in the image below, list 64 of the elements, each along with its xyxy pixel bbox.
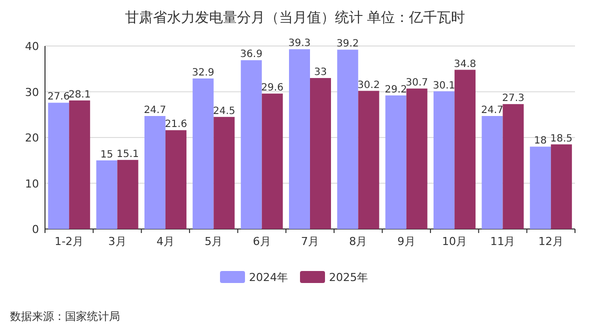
data-label: 27.6 xyxy=(47,92,70,103)
bar xyxy=(310,78,331,229)
x-tick-label: 12月 xyxy=(538,235,564,248)
data-label: 29.6 xyxy=(261,82,284,94)
source-note: 数据来源：国家统计局 xyxy=(10,310,120,323)
data-label: 30.1 xyxy=(432,80,456,92)
bar xyxy=(434,91,455,229)
x-tick-label: 1-2月 xyxy=(54,235,84,248)
x-tick-label: 3月 xyxy=(108,235,126,248)
x-tick-label: 11月 xyxy=(490,235,516,248)
data-label: 24.5 xyxy=(213,106,236,117)
data-label: 30.2 xyxy=(358,80,380,91)
bar xyxy=(385,95,406,229)
bar xyxy=(454,70,476,229)
x-tick-label: 5月 xyxy=(204,235,223,248)
data-label: 29.2 xyxy=(384,84,407,96)
data-label: 27.3 xyxy=(502,93,524,104)
data-label: 39.2 xyxy=(336,38,359,50)
data-label: 28.1 xyxy=(68,89,91,100)
bar xyxy=(240,60,262,229)
bar xyxy=(69,100,90,229)
bar xyxy=(214,116,235,229)
x-tick-label: 7月 xyxy=(301,235,319,248)
y-tick-label: 20 xyxy=(25,132,39,144)
bar xyxy=(406,88,428,229)
legend-label: 2025年 xyxy=(329,271,368,284)
data-label: 15.1 xyxy=(116,148,139,160)
bar xyxy=(192,78,214,229)
data-label: 24.7 xyxy=(144,104,166,116)
legend-label: 2024年 xyxy=(249,271,288,284)
bar xyxy=(337,50,358,229)
y-tick-label: 30 xyxy=(25,86,39,99)
bar xyxy=(165,130,186,229)
data-label: 33 xyxy=(314,67,327,78)
y-tick-label: 10 xyxy=(25,177,39,190)
bar xyxy=(482,116,503,229)
y-tick-label: 40 xyxy=(25,40,39,53)
bar xyxy=(96,160,118,229)
bar xyxy=(262,94,283,229)
bar xyxy=(502,104,524,229)
data-label: 21.6 xyxy=(164,119,188,130)
x-tick-label: 10月 xyxy=(442,235,468,248)
data-label: 15 xyxy=(100,149,114,160)
data-label: 18.5 xyxy=(550,133,573,144)
bar xyxy=(358,90,380,229)
data-label: 36.9 xyxy=(240,49,262,60)
bar xyxy=(289,49,310,229)
bar xyxy=(48,102,70,229)
bar xyxy=(530,146,551,229)
bar xyxy=(144,116,166,229)
data-label: 34.8 xyxy=(454,58,476,70)
data-label: 24.7 xyxy=(481,104,504,116)
y-tick-label: 0 xyxy=(32,223,39,236)
data-label: 32.9 xyxy=(192,67,214,78)
x-tick-label: 8月 xyxy=(349,235,368,248)
bar xyxy=(550,144,572,229)
chart-title: 甘肃省水力发电量分月（当月值）统计 单位：亿千瓦时 xyxy=(124,10,466,26)
data-label: 30.7 xyxy=(406,78,428,89)
bar xyxy=(117,160,138,229)
data-label: 39.3 xyxy=(288,38,311,50)
data-label: 18 xyxy=(534,136,547,147)
x-tick-label: 4月 xyxy=(156,235,174,248)
x-tick-label: 6月 xyxy=(252,235,271,248)
x-tick-label: 9月 xyxy=(397,235,416,248)
